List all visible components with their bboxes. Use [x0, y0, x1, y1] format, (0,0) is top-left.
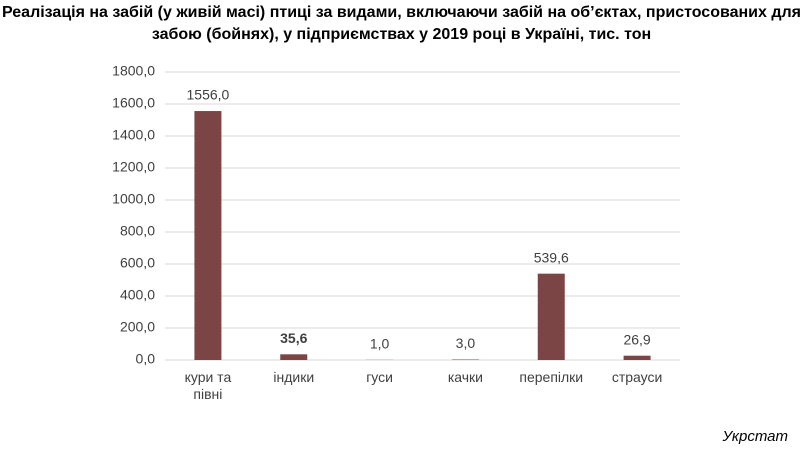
- value-label: 1,0: [370, 336, 390, 352]
- x-tick-box: качки: [447, 369, 483, 385]
- x-tick-label: страуси: [611, 369, 663, 385]
- x-tick-box: кури та півні: [184, 369, 232, 402]
- y-tick-label: 1400,0: [112, 127, 155, 143]
- value-label: 539,6: [534, 249, 569, 265]
- source: Укрстат: [721, 428, 788, 445]
- x-tick-box: гуси: [366, 369, 393, 385]
- y-tick-label: 1800,0: [112, 63, 155, 79]
- value-label: 1556,0: [187, 87, 230, 103]
- y-tick-label: 0,0: [136, 351, 156, 367]
- bar: [194, 111, 222, 360]
- y-tick-label: 400,0: [120, 287, 155, 303]
- bar: [280, 354, 308, 360]
- value-label: 35,6: [280, 330, 307, 346]
- x-tick-label: качки: [447, 369, 483, 385]
- x-tick-label: перепілки: [519, 369, 584, 385]
- title-box: Реалізація на забій (у живій масі) птиці…: [2, 4, 801, 43]
- x-tick-label: кури та півні: [184, 369, 232, 402]
- x-tick-box: страуси: [611, 369, 663, 385]
- y-tick-label: 1600,0: [112, 95, 155, 111]
- x-tick-box: перепілки: [519, 369, 584, 385]
- x-tick-label: гуси: [366, 369, 393, 385]
- chart-title: Реалізація на забій (у живій масі) птиці…: [2, 4, 801, 43]
- y-tick-label: 200,0: [120, 319, 155, 335]
- y-tick-label: 1200,0: [112, 159, 155, 175]
- y-tick-label: 1000,0: [112, 191, 155, 207]
- y-tick-label: 800,0: [120, 223, 155, 239]
- bar: [623, 355, 651, 360]
- y-tick-label: 600,0: [120, 255, 155, 271]
- x-tick-box: індики: [273, 369, 315, 385]
- x-tick-label: індики: [273, 369, 315, 385]
- value-label: 3,0: [456, 335, 476, 351]
- value-label: 26,9: [623, 331, 650, 347]
- bar: [537, 273, 565, 360]
